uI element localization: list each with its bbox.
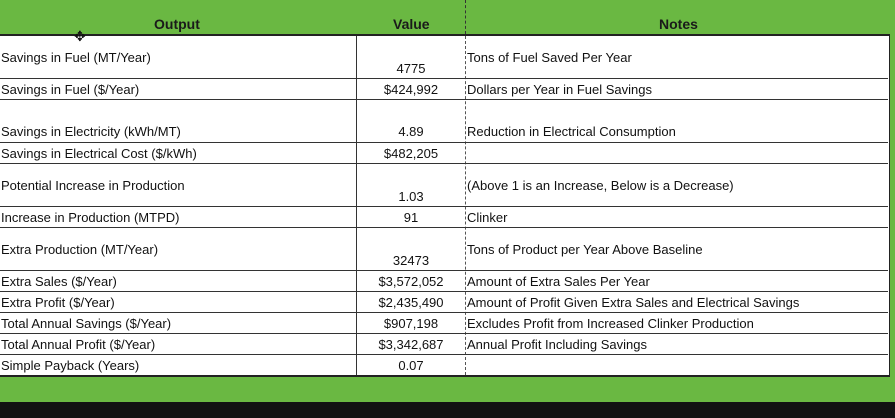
row-output: Extra Sales ($/Year) (1, 274, 117, 289)
row-note: Annual Profit Including Savings (467, 337, 647, 352)
row-output: Simple Payback (Years) (1, 358, 140, 373)
row-output: Potential Increase in Production (1, 178, 185, 193)
column-divider (465, 36, 467, 375)
output-table: Savings in Fuel (MT/Year) 4775 Tons of F… (0, 34, 890, 377)
row-value: $907,198 (383, 316, 439, 331)
row-note: Tons of Fuel Saved Per Year (467, 50, 632, 65)
row-output: Extra Production (MT/Year) (1, 242, 159, 257)
row-value: $3,572,052 (378, 274, 444, 289)
row-value: 91 (403, 210, 419, 225)
row-value: 4775 (396, 61, 426, 76)
row-output: Savings in Fuel (MT/Year) (1, 50, 151, 65)
move-cursor-icon: ✥ (74, 28, 86, 44)
table-row[interactable]: Savings in Fuel (MT/Year) 4775 Tons of F… (0, 36, 888, 79)
row-value: $2,435,490 (378, 295, 444, 310)
row-value: 32473 (392, 253, 430, 268)
row-output: Extra Profit ($/Year) (1, 295, 115, 310)
row-output: Total Annual Savings ($/Year) (1, 316, 172, 331)
table-row[interactable]: Simple Payback (Years) 0.07 (0, 355, 888, 375)
row-value: $3,342,687 (378, 337, 444, 352)
row-output: Savings in Fuel ($/Year) (1, 82, 140, 97)
table-row[interactable]: Total Annual Savings ($/Year) $907,198 E… (0, 313, 888, 334)
row-output: Total Annual Profit ($/Year) (1, 337, 156, 352)
table-row[interactable]: Potential Increase in Production 1.03 (A… (0, 164, 888, 207)
table-header: Output Value Notes (0, 14, 895, 34)
row-value: $424,992 (383, 82, 439, 97)
row-value: 0.07 (398, 358, 424, 373)
row-note: Dollars per Year in Fuel Savings (467, 82, 652, 97)
table-row[interactable]: Extra Sales ($/Year) $3,572,052 Amount o… (0, 271, 888, 292)
row-note: Tons of Product per Year Above Baseline (467, 242, 703, 257)
row-note: Excludes Profit from Increased Clinker P… (467, 316, 754, 331)
header-notes: Notes (659, 16, 698, 32)
row-value: $482,205 (383, 146, 439, 161)
table-row[interactable]: Savings in Fuel ($/Year) $424,992 Dollar… (0, 79, 888, 100)
row-output: Increase in Production (MTPD) (1, 210, 180, 225)
table-row[interactable]: Increase in Production (MTPD) 91 Clinker (0, 207, 888, 228)
header-value: Value (393, 16, 430, 32)
table-row[interactable]: Savings in Electrical Cost ($/kWh) $482,… (0, 143, 888, 164)
row-note: (Above 1 is an Increase, Below is a Decr… (467, 178, 734, 193)
table-row[interactable]: Extra Profit ($/Year) $2,435,490 Amount … (0, 292, 888, 313)
row-output: Savings in Electricity (kWh/MT) (1, 124, 181, 139)
row-note: Amount of Profit Given Extra Sales and E… (467, 295, 800, 310)
header-output: Output (154, 16, 200, 32)
table-row[interactable]: Savings in Electricity (kWh/MT) 4.89 Red… (0, 100, 888, 143)
row-note: Reduction in Electrical Consumption (467, 124, 676, 139)
table-row[interactable]: Extra Production (MT/Year) 32473 Tons of… (0, 228, 888, 271)
column-divider (465, 0, 466, 34)
row-value: 1.03 (398, 189, 424, 204)
row-note: Amount of Extra Sales Per Year (467, 274, 650, 289)
table-row[interactable]: Total Annual Profit ($/Year) $3,342,687 … (0, 334, 888, 355)
row-note: Clinker (467, 210, 508, 225)
bottom-bar (0, 402, 895, 418)
row-value: 4.89 (398, 124, 424, 139)
column-divider (356, 36, 357, 375)
row-output: Savings in Electrical Cost ($/kWh) (1, 146, 197, 161)
